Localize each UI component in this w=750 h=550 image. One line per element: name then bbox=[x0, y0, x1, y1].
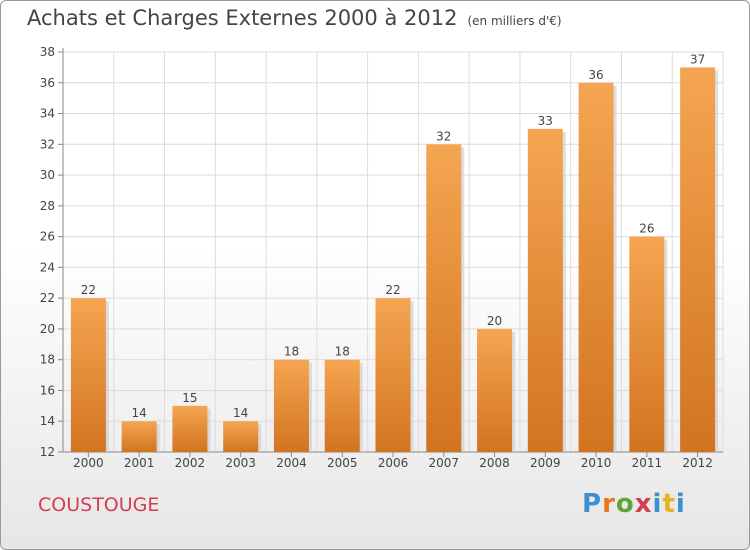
x-tick-label: 2007 bbox=[428, 456, 459, 470]
x-tick-label: 2006 bbox=[378, 456, 409, 470]
y-tick-label: 28 bbox=[40, 199, 55, 213]
bar-value-label: 18 bbox=[335, 345, 350, 359]
x-tick-label: 2002 bbox=[175, 456, 206, 470]
y-tick-label: 36 bbox=[40, 76, 55, 90]
bar-value-label: 22 bbox=[81, 283, 96, 297]
x-tick-label: 2004 bbox=[276, 456, 307, 470]
bar-value-label: 26 bbox=[639, 222, 654, 236]
bar bbox=[578, 82, 614, 453]
bar-value-label: 33 bbox=[538, 114, 553, 128]
y-tick-label: 38 bbox=[40, 45, 55, 59]
x-tick-label: 2008 bbox=[479, 456, 510, 470]
x-tick-label: 2005 bbox=[327, 456, 358, 470]
bar bbox=[527, 128, 563, 452]
x-tick-label: 2001 bbox=[124, 456, 155, 470]
bar bbox=[477, 328, 513, 452]
bar bbox=[324, 359, 360, 452]
chart-title: Achats et Charges Externes 2000 à 2012 (e… bbox=[27, 6, 562, 30]
bar-value-label: 37 bbox=[690, 52, 705, 66]
x-tick-label: 2000 bbox=[73, 456, 104, 470]
bar-value-label: 18 bbox=[284, 345, 299, 359]
x-tick-label: 2011 bbox=[632, 456, 663, 470]
bar bbox=[426, 144, 462, 453]
bar bbox=[70, 298, 106, 452]
chart-title-text: Achats et Charges Externes 2000 à 2012 bbox=[27, 6, 458, 30]
y-tick-label: 26 bbox=[40, 230, 55, 244]
x-tick-label: 2012 bbox=[682, 456, 713, 470]
y-tick-label: 18 bbox=[40, 353, 55, 367]
y-tick-label: 20 bbox=[40, 322, 55, 336]
y-tick-label: 22 bbox=[40, 291, 55, 305]
commune-name: COUSTOUGE bbox=[38, 494, 160, 516]
bars bbox=[70, 67, 719, 453]
y-tick-label: 30 bbox=[40, 168, 55, 182]
x-tick-label: 2010 bbox=[581, 456, 612, 470]
y-tick-label: 16 bbox=[40, 383, 55, 397]
bar bbox=[629, 236, 665, 452]
bar-value-label: 32 bbox=[436, 129, 451, 143]
bar-value-label: 14 bbox=[132, 406, 147, 420]
y-tick-label: 34 bbox=[40, 107, 55, 121]
x-tick-label: 2003 bbox=[225, 456, 256, 470]
proxiti-logo[interactable]: Proxiti bbox=[582, 489, 686, 519]
x-tick-label: 2009 bbox=[530, 456, 561, 470]
bar-value-label: 22 bbox=[385, 283, 400, 297]
labels: 12 14 16 18 20 22 24 26 28 30 32 34 36 38 22 2000 14 2001… bbox=[40, 45, 713, 470]
bar bbox=[375, 298, 411, 452]
y-tick-label: 32 bbox=[40, 137, 55, 151]
bar bbox=[172, 405, 208, 452]
y-tick-label: 12 bbox=[40, 445, 55, 459]
bar bbox=[223, 421, 259, 452]
bar bbox=[273, 359, 309, 452]
bar bbox=[121, 421, 157, 452]
bar-value-label: 36 bbox=[588, 68, 603, 82]
y-tick-label: 24 bbox=[40, 260, 55, 274]
bar-value-label: 15 bbox=[182, 391, 197, 405]
y-tick-label: 14 bbox=[40, 414, 55, 428]
chart-unit: (en milliers d'€) bbox=[467, 14, 562, 28]
bar-value-label: 14 bbox=[233, 406, 248, 420]
bar-value-label: 20 bbox=[487, 314, 502, 328]
bar bbox=[680, 67, 716, 452]
